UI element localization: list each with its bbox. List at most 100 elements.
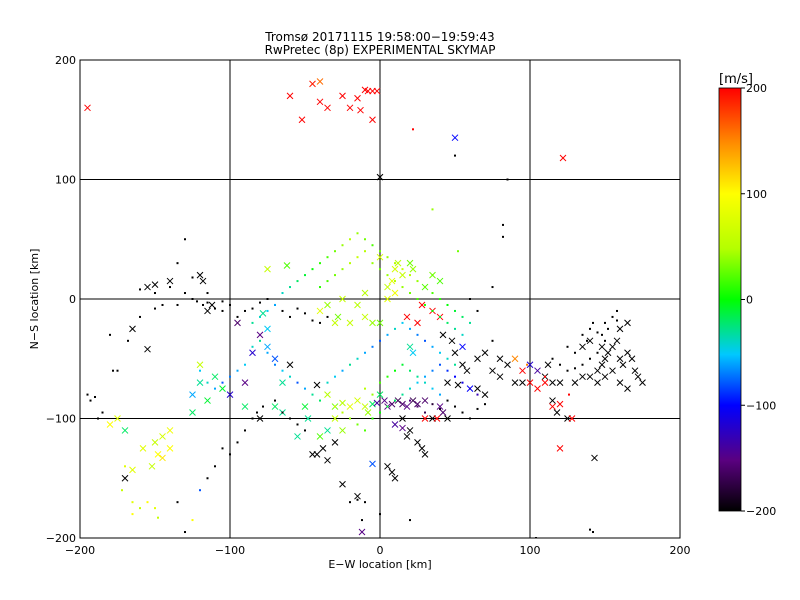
data-point-x bbox=[418, 445, 426, 452]
data-point-dot bbox=[251, 345, 254, 348]
data-point-x bbox=[313, 381, 321, 389]
data-point-x bbox=[249, 349, 256, 357]
data-point-dot bbox=[281, 309, 284, 312]
data-point-x bbox=[196, 271, 204, 279]
data-point-x bbox=[339, 92, 346, 100]
data-point-dot bbox=[236, 369, 239, 372]
data-point-dot bbox=[289, 417, 291, 420]
data-point-x bbox=[414, 439, 421, 446]
data-point-dot bbox=[431, 369, 434, 372]
data-point-x bbox=[556, 379, 564, 387]
data-point-x bbox=[409, 265, 417, 273]
data-point-dot bbox=[334, 375, 336, 378]
data-point-dot bbox=[431, 292, 434, 295]
data-point-x bbox=[391, 289, 399, 297]
data-point-x bbox=[559, 154, 567, 162]
data-point-x bbox=[496, 355, 504, 363]
data-point-x bbox=[334, 313, 342, 321]
data-point-dot bbox=[296, 280, 299, 283]
data-point-dot bbox=[304, 387, 306, 390]
data-point-x bbox=[316, 433, 324, 440]
data-point-x bbox=[346, 403, 354, 410]
data-point-x bbox=[373, 87, 381, 95]
data-point-x bbox=[196, 379, 204, 387]
data-point-dot bbox=[616, 319, 618, 322]
data-point-dot bbox=[221, 381, 224, 384]
data-point-x bbox=[609, 343, 616, 351]
data-point-x bbox=[331, 319, 339, 327]
data-point-x bbox=[598, 343, 606, 351]
data-point-dot bbox=[206, 381, 209, 384]
data-point-x bbox=[519, 379, 526, 387]
data-point-dot bbox=[431, 345, 434, 348]
data-point-dot bbox=[296, 381, 299, 384]
data-point-dot bbox=[259, 301, 261, 304]
data-point-x bbox=[271, 355, 279, 363]
data-point-dot bbox=[244, 363, 246, 366]
data-point-x bbox=[448, 337, 456, 345]
data-point-dot bbox=[596, 331, 599, 334]
data-point-dot bbox=[311, 268, 314, 271]
data-point-x bbox=[357, 106, 364, 114]
data-point-x bbox=[616, 325, 624, 333]
data-point-x bbox=[406, 259, 414, 267]
data-point-x bbox=[511, 379, 519, 387]
data-point-x bbox=[316, 78, 324, 85]
data-point-x bbox=[346, 104, 354, 112]
data-point-dot bbox=[326, 280, 329, 283]
data-point-x bbox=[591, 454, 598, 462]
data-point-x bbox=[549, 379, 556, 387]
data-point-x bbox=[309, 80, 316, 88]
data-point-x bbox=[519, 367, 526, 375]
data-point-dot bbox=[139, 288, 141, 291]
chart-title: Tromsø 20171115 19:58:00−19:59:43 bbox=[264, 30, 494, 44]
x-tick-label: 200 bbox=[670, 544, 691, 557]
data-point-dot bbox=[596, 351, 599, 354]
data-point-x bbox=[496, 373, 504, 381]
data-point-x bbox=[208, 301, 216, 309]
data-point-dot bbox=[116, 369, 119, 372]
data-point-dot bbox=[94, 395, 96, 398]
data-point-x bbox=[204, 307, 211, 315]
data-point-dot bbox=[568, 393, 570, 396]
data-point-x bbox=[579, 343, 586, 351]
data-point-dot bbox=[386, 405, 389, 408]
x-tick-label: −100 bbox=[215, 544, 245, 557]
data-point-x bbox=[286, 92, 294, 100]
data-point-dot bbox=[592, 321, 594, 324]
data-point-x bbox=[616, 379, 624, 387]
data-point-dot bbox=[461, 381, 464, 384]
data-point-dot bbox=[199, 369, 201, 372]
data-point-dot bbox=[371, 345, 374, 348]
data-point-x bbox=[376, 173, 384, 181]
data-point-x bbox=[628, 355, 636, 363]
data-point-dot bbox=[356, 498, 359, 501]
data-point-dot bbox=[581, 363, 584, 366]
data-point-x bbox=[114, 415, 121, 422]
data-point-x bbox=[364, 409, 372, 416]
data-point-x bbox=[339, 295, 346, 303]
colorbar-tick-label: 200 bbox=[746, 82, 767, 95]
data-point-dot bbox=[311, 319, 314, 322]
y-axis: −200 −100 0 100 200 bbox=[46, 54, 680, 545]
data-point-x bbox=[294, 433, 301, 440]
data-point-dot bbox=[446, 357, 449, 360]
data-point-x bbox=[481, 391, 489, 398]
data-point-x bbox=[189, 391, 196, 398]
data-point-dot bbox=[491, 339, 494, 342]
data-point-x bbox=[613, 337, 621, 345]
data-point-dot bbox=[431, 387, 434, 390]
data-point-dot bbox=[574, 367, 576, 370]
data-point-x bbox=[414, 400, 421, 408]
data-point-dot bbox=[416, 333, 419, 336]
data-point-x bbox=[151, 281, 159, 289]
data-point-dot bbox=[476, 309, 479, 312]
data-point-dot bbox=[409, 274, 411, 277]
data-point-x bbox=[409, 397, 417, 404]
data-point-dot bbox=[502, 223, 504, 226]
data-point-x bbox=[568, 415, 576, 422]
data-point-dot bbox=[191, 276, 194, 279]
data-point-dot bbox=[611, 315, 614, 318]
data-point-x bbox=[439, 409, 447, 416]
data-point-dot bbox=[202, 303, 204, 306]
